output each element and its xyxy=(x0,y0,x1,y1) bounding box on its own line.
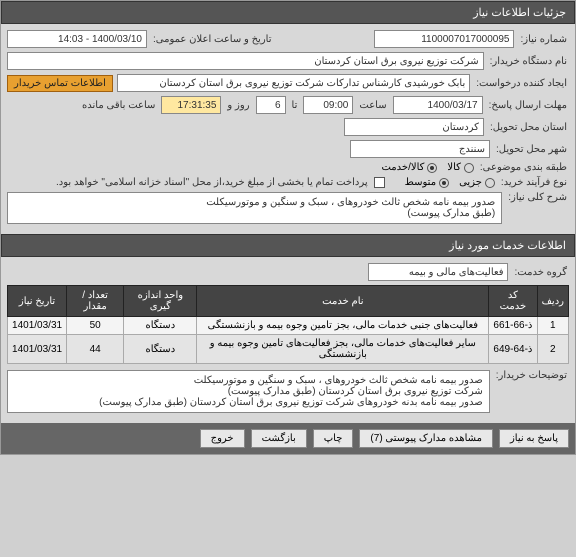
attachments-button[interactable]: مشاهده مدارک پیوستی (7) xyxy=(359,429,493,448)
table-header: ردیف xyxy=(537,286,568,317)
service-group-value: فعالیت‌های مالی و بیمه xyxy=(368,263,508,281)
radio-goods[interactable]: کالا xyxy=(447,162,474,173)
purchase-type-group: جزیی متوسط xyxy=(405,177,495,188)
table-header: تعداد / مقدار xyxy=(67,286,124,317)
deadline-time: 09:00 xyxy=(303,96,353,114)
radio-partial[interactable]: جزیی xyxy=(459,177,495,188)
services-header: اطلاعات خدمات مورد نیاز xyxy=(1,234,575,257)
deadline-label: مهلت ارسال پاسخ: xyxy=(487,100,569,111)
table-header: نام خدمت xyxy=(197,286,489,317)
contact-buyer-button[interactable]: اطلاعات تماس خریدار xyxy=(7,75,113,92)
purchase-type-label: نوع فرآیند خرید: xyxy=(499,177,569,188)
province-label: استان محل تحویل: xyxy=(488,122,569,133)
remaining-suffix: ساعت باقی مانده xyxy=(80,100,157,111)
table-row: 1ذ-66-661فعالیت‌های جنبی خدمات مالی، بجز… xyxy=(8,317,569,335)
buyer-notes-value: صدور بیمه نامه شخص ثالث خودروهای ، سبک و… xyxy=(7,370,490,413)
reply-button[interactable]: پاسخ به نیاز xyxy=(499,429,569,448)
remaining-days: 6 xyxy=(256,96,286,114)
services-table: ردیفکد خدمتنام خدمتواحد اندازه گیریتعداد… xyxy=(7,285,569,364)
table-header: کد خدمت xyxy=(489,286,537,317)
buyer-notes-label: توضیحات خریدار: xyxy=(494,370,569,381)
category-radio-group: کالا کالا/خدمت xyxy=(381,162,473,173)
print-button[interactable]: چاپ xyxy=(313,429,354,448)
category-label: طبقه بندی موضوعی: xyxy=(478,162,569,173)
buyer-label: نام دستگاه خریدار: xyxy=(488,56,569,67)
deadline-to-label: تا xyxy=(290,100,300,111)
deadline-time-label: ساعت xyxy=(357,100,388,111)
buyer-value: شرکت توزیع نیروی برق استان کردستان xyxy=(7,52,484,70)
remaining-days-label: روز و xyxy=(225,100,251,111)
table-header: واحد اندازه گیری xyxy=(124,286,197,317)
need-desc-label: شرح کلی نیاز: xyxy=(506,192,569,203)
radio-medium[interactable]: متوسط xyxy=(405,177,449,188)
city-value: سنندج xyxy=(350,140,490,158)
main-header: جزئیات اطلاعات نیاز xyxy=(1,1,575,24)
announce-value: 1400/03/10 - 14:03 xyxy=(7,30,147,48)
creator-label: ایجاد کننده درخواست: xyxy=(474,78,569,89)
announce-label: تاریخ و ساعت اعلان عمومی: xyxy=(151,34,274,45)
table-row: 2ذ-64-649سایر فعالیت‌های خدمات مالی، بجز… xyxy=(8,335,569,364)
payment-note: پرداخت تمام یا بخشی از مبلغ خرید،از محل … xyxy=(54,177,370,188)
creator-value: بابک خورشیدی کارشناس تدارکات شرکت توزیع … xyxy=(117,74,470,92)
remaining-time: 17:31:35 xyxy=(161,96,221,114)
footer-bar: پاسخ به نیاز مشاهده مدارک پیوستی (7) چاپ… xyxy=(1,423,575,454)
service-group-label: گروه خدمت: xyxy=(512,267,569,278)
table-header: تاریخ نیاز xyxy=(8,286,67,317)
need-number-label: شماره نیاز: xyxy=(518,34,569,45)
radio-service[interactable]: کالا/خدمت xyxy=(381,162,437,173)
payment-checkbox[interactable] xyxy=(374,177,385,188)
city-label: شهر محل تحویل: xyxy=(494,144,569,155)
need-number-value: 1100007017000095 xyxy=(374,30,514,48)
province-value: کردستان xyxy=(344,118,484,136)
deadline-date: 1400/03/17 xyxy=(393,96,483,114)
need-desc-value: صدور بیمه نامه شخص ثالث خودروهای ، سبک و… xyxy=(7,192,502,224)
back-button[interactable]: بازگشت xyxy=(251,429,307,448)
exit-button[interactable]: خروج xyxy=(200,429,245,448)
